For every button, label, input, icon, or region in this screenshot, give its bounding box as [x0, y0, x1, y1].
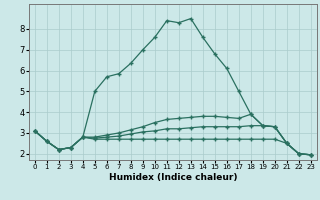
X-axis label: Humidex (Indice chaleur): Humidex (Indice chaleur) — [108, 173, 237, 182]
